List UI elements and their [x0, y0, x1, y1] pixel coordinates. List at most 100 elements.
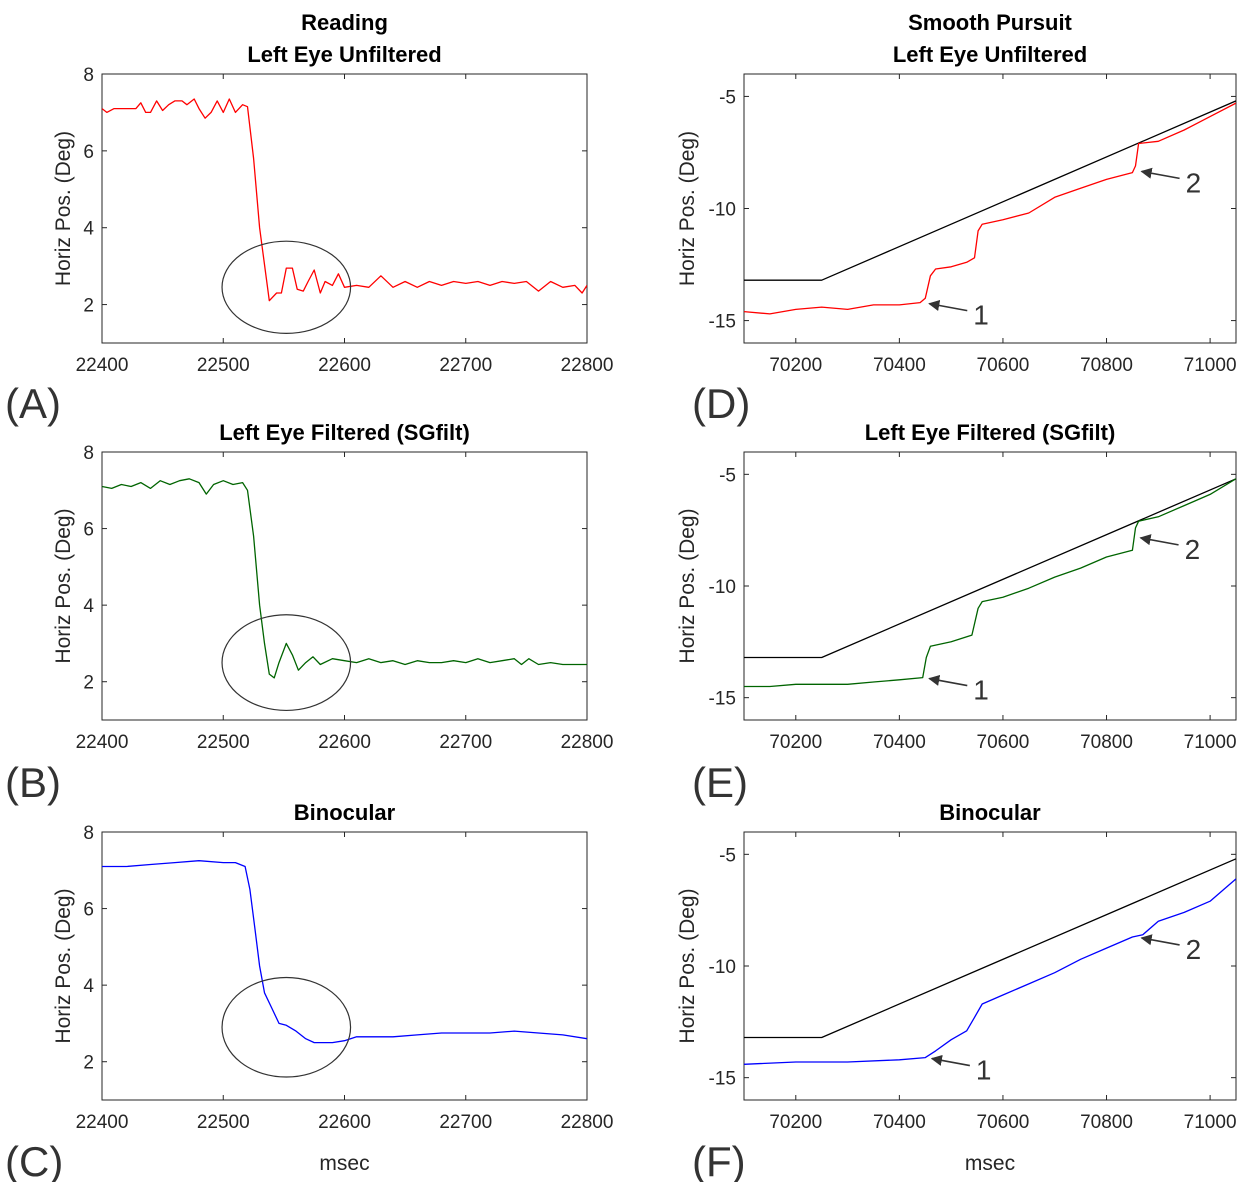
y-tick-label: -10 [709, 577, 736, 598]
x-tick-label: 70600 [977, 355, 1030, 376]
annotation-arrow [1140, 934, 1180, 946]
chart-panel-1: 22400 22500 22600 22700 22800 2 4 6 8 Reading Left… [5, 10, 613, 427]
chart-title: Left Eye Unfiltered [247, 42, 441, 67]
plot-area-frame [743, 73, 1237, 344]
data-layer [744, 858, 1236, 1065]
plot-area-frame [101, 831, 588, 1101]
y-tick-label: 8 [83, 65, 94, 86]
x-tick-label: 70200 [769, 1112, 822, 1133]
panel-label: (E) [692, 759, 748, 806]
data-layer [102, 98, 587, 302]
chart-title: Left Eye Unfiltered [893, 42, 1087, 67]
highlight-ellipse [221, 976, 352, 1078]
chart-title: Reading [301, 10, 388, 35]
data-layer [102, 860, 587, 1044]
x-tick-label: 22800 [561, 732, 614, 753]
eye-trace-line [744, 478, 1236, 688]
eye-trace-line [744, 102, 1236, 315]
y-tick-label: 2 [83, 1053, 94, 1074]
chart-panel-6: 70200 70400 70600 70800 71000 -15 -10 -5 Binocul… [676, 800, 1237, 1182]
y-axis-label: Horiz Pos. (Deg) [676, 508, 699, 663]
x-tick-label: 22500 [197, 732, 250, 753]
chart-panel-5: 70200 70400 70600 70800 71000 -15 -10 -5 Left Ey… [676, 420, 1237, 806]
x-tick-label: 71000 [1184, 1112, 1237, 1133]
y-tick-label: 4 [83, 596, 94, 617]
x-tick-label: 70400 [873, 732, 926, 753]
target-trace-line [744, 478, 1236, 659]
eye-trace-line [744, 878, 1236, 1065]
eye-trace-line [102, 478, 587, 679]
chart-panel-2: 22400 22500 22600 22700 22800 2 4 6 8 Left Eye Fi… [5, 420, 613, 806]
x-tick-label: 70800 [1080, 355, 1133, 376]
annotation-arrow [1140, 167, 1180, 180]
y-tick-label: 6 [83, 900, 94, 921]
target-trace-line [744, 858, 1236, 1039]
x-tick-label: 22500 [197, 1112, 250, 1133]
y-tick-label: 8 [83, 443, 94, 464]
highlight-ellipse [221, 614, 352, 712]
y-tick-label: 6 [83, 520, 94, 541]
annotation-label: 1 [973, 300, 989, 331]
chart-panel-3: 22400 22500 22600 22700 22800 2 4 6 8 Binocular Ho… [5, 800, 613, 1182]
x-tick-label: 22600 [318, 1112, 371, 1133]
y-axis-label: Horiz Pos. (Deg) [676, 131, 699, 286]
y-tick-label: -15 [709, 312, 736, 333]
x-tick-label: 22600 [318, 355, 371, 376]
x-axis-label: msec [965, 1152, 1015, 1175]
chart-panel-4: 70200 70400 70600 70800 71000 -15 -10 -5 Smooth … [676, 10, 1237, 427]
eye-trace-line [102, 860, 587, 1044]
annotation-label: 2 [1186, 934, 1202, 965]
annotation-label: 2 [1185, 534, 1201, 565]
x-tick-label: 70200 [769, 732, 822, 753]
data-layer [744, 478, 1236, 688]
annotation-label: 1 [976, 1055, 992, 1086]
y-tick-label: -5 [719, 845, 736, 866]
y-tick-label: 2 [83, 673, 94, 694]
y-tick-label: 8 [83, 823, 94, 844]
x-axis-label: msec [319, 1152, 369, 1175]
annotation-label: 2 [1186, 167, 1202, 198]
x-tick-label: 70200 [769, 355, 822, 376]
y-axis-label: Horiz Pos. (Deg) [52, 131, 75, 286]
x-tick-label: 71000 [1184, 355, 1237, 376]
x-tick-label: 22700 [439, 1112, 492, 1133]
y-tick-label: 4 [83, 976, 94, 997]
x-tick-label: 22400 [76, 732, 129, 753]
y-tick-label: -15 [709, 1069, 736, 1090]
annotation-arrow [1139, 534, 1179, 546]
y-tick-label: -5 [719, 87, 736, 108]
plot-area-frame [743, 451, 1237, 721]
chart-title: Left Eye Filtered (SGfilt) [865, 420, 1116, 445]
panel-label: (C) [5, 1138, 63, 1182]
y-tick-label: 4 [83, 219, 94, 240]
panel-label: (D) [692, 380, 750, 427]
x-tick-label: 22400 [76, 355, 129, 376]
panel-label: (F) [692, 1138, 746, 1182]
highlight-ellipse [221, 240, 352, 334]
x-tick-label: 22400 [76, 1112, 129, 1133]
x-tick-label: 70400 [873, 355, 926, 376]
y-axis-label: Horiz Pos. (Deg) [52, 508, 75, 663]
data-layer [744, 100, 1236, 315]
x-tick-label: 71000 [1184, 732, 1237, 753]
y-axis-label: Horiz Pos. (Deg) [52, 888, 75, 1043]
annotation-arrow [930, 1054, 970, 1067]
plot-area-frame [101, 73, 588, 344]
x-tick-label: 22800 [561, 355, 614, 376]
chart-title: Binocular [939, 800, 1041, 825]
x-tick-label: 22700 [439, 732, 492, 753]
panel-label: (B) [5, 759, 61, 806]
y-tick-label: -10 [709, 957, 736, 978]
chart-title: Smooth Pursuit [908, 10, 1072, 35]
chart-title: Binocular [294, 800, 396, 825]
annotation-label: 1 [973, 675, 989, 706]
x-tick-label: 70800 [1080, 1112, 1133, 1133]
x-tick-label: 70400 [873, 1112, 926, 1133]
y-tick-label: 2 [83, 296, 94, 317]
y-tick-label: -15 [709, 689, 736, 710]
annotation-arrow [928, 299, 968, 312]
chart-title: Left Eye Filtered (SGfilt) [219, 420, 470, 445]
panel-label: (A) [5, 380, 61, 427]
x-tick-label: 22600 [318, 732, 371, 753]
